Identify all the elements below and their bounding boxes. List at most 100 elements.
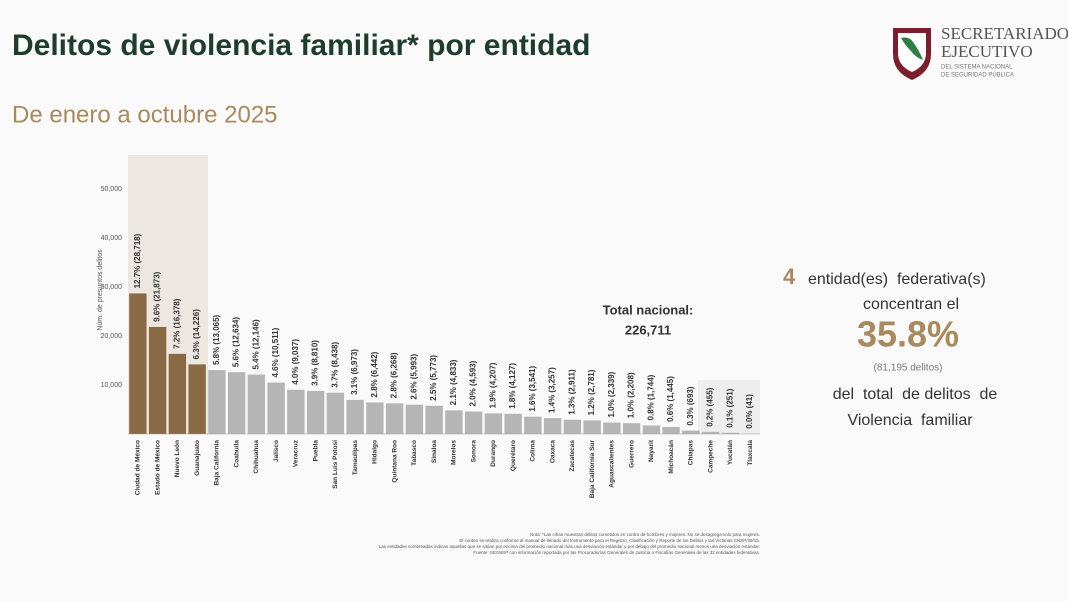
value-label: 3.1% (6,973): [350, 349, 359, 395]
value-label: 1.0% (2,339): [607, 371, 616, 417]
value-label: 12.7% (28,718): [133, 233, 142, 288]
bar: [464, 411, 483, 434]
value-label: 0.8% (1,744): [646, 374, 655, 420]
x-tick-label: Guanajuato: [194, 440, 201, 476]
x-tick-label: Colima: [530, 440, 537, 462]
x-tick-label: Hidalgo: [372, 440, 379, 464]
bar: [563, 419, 582, 434]
value-label: 0.0% (41): [745, 394, 754, 429]
callout-detail: (81,195 delitos): [874, 363, 943, 374]
bar: [366, 402, 384, 434]
note: Fuente: SESNSP con información reportada…: [473, 550, 760, 555]
note: El conteo se realiza conforme al manual …: [459, 538, 760, 543]
value-label: 2.8% (6,442): [370, 351, 379, 397]
bar: [504, 413, 522, 434]
x-tick-label: Estado de México: [154, 440, 161, 495]
x-tick-label: Yucatán: [727, 440, 734, 465]
title: Delitos de violencia familiar* por entid…: [12, 29, 590, 62]
bar: [129, 293, 147, 434]
y-tick-label: 20,000: [101, 333, 123, 340]
low-band: [698, 380, 760, 434]
bar: [642, 425, 661, 434]
value-label: 2.6% (5,993): [409, 354, 418, 400]
x-tick-label: Veracruz: [293, 439, 300, 467]
notes: Nota: *Las cifras muestran delitos comet…: [379, 532, 760, 555]
value-label: 0.6% (1,445): [666, 376, 675, 422]
bar: [346, 399, 364, 434]
value-label: 2.0% (4,593): [469, 360, 478, 406]
y-tick-label: 50,000: [101, 186, 123, 193]
callout-text: concentran el: [863, 296, 959, 313]
logo-text: DE SEGURIDAD PÚBLICA: [941, 72, 1014, 79]
x-tick-label: Campeche: [707, 440, 714, 473]
value-label: 1.4% (3,257): [548, 367, 557, 413]
bar: [267, 382, 285, 434]
value-label: 2.8% (6,268): [390, 352, 399, 398]
x-tick-label: Quintana Roo: [391, 440, 398, 483]
value-label: 4.0% (9,037): [291, 339, 300, 385]
x-tick-label: Guerrero: [628, 440, 635, 468]
x-tick-label: Puebla: [312, 440, 319, 462]
x-tick-label: Zacatecas: [569, 440, 576, 472]
value-label: 4.6% (10,511): [271, 327, 280, 377]
value-label: 6.3% (14,226): [192, 309, 201, 360]
x-tick-label: Chiapas: [688, 440, 695, 466]
logo: SECRETARIADO EJECUTIVO DEL SISTEMA NACIO…: [893, 24, 1068, 80]
x-tick-label: Durango: [490, 440, 497, 467]
bar: [405, 404, 424, 434]
total-value: 226,711: [625, 322, 671, 337]
bar: [701, 431, 720, 434]
x-tick-label: Sonora: [470, 440, 477, 463]
bar: [662, 426, 680, 434]
bar: [543, 418, 562, 434]
bar: [425, 405, 443, 434]
x-tick-label: Aguascalientes: [609, 440, 616, 488]
subtitle: De enero a octubre 2025: [12, 101, 278, 128]
bar: [385, 403, 404, 434]
value-label: 1.9% (4,207): [488, 362, 497, 408]
bar: [682, 430, 700, 434]
y-tick-label: 10,000: [101, 382, 123, 389]
x-tick-label: Baja California: [214, 440, 221, 486]
value-label: 1.0% (2,208): [627, 372, 636, 418]
callout-text: Violencia familiar: [847, 412, 973, 429]
x-tick-label: Coahuila: [233, 440, 240, 468]
x-tick-label: Nuevo León: [174, 440, 181, 477]
x-tick-label: Baja California Sur: [589, 440, 596, 499]
value-label: 2.5% (5,773): [429, 355, 438, 401]
value-label: 2.1% (4,833): [449, 359, 458, 405]
bar: [148, 326, 167, 434]
bar: [721, 432, 740, 434]
x-tick-label: Querétaro: [510, 440, 517, 471]
value-label: 0.2% (455): [706, 387, 715, 426]
value-label: 1.6% (3,541): [528, 366, 537, 412]
callout: 4 entidad(es) federativa(s) concentran e…: [783, 264, 997, 429]
bar: [306, 390, 325, 434]
value-label: 5.4% (12,146): [251, 319, 260, 370]
bar: [168, 353, 187, 434]
bar: [247, 374, 266, 434]
callout-text: del total de delitos de: [833, 386, 998, 403]
callout-share: 35.8%: [857, 314, 959, 355]
bar: [445, 410, 463, 434]
bar: [227, 372, 246, 434]
bar: [188, 364, 206, 434]
x-tick-label: Tabasco: [411, 440, 418, 466]
x-tick-label: Ciudad de México: [135, 440, 142, 495]
x-tick-label: San Luis Potosí: [332, 440, 339, 489]
y-tick-label: 30,000: [101, 284, 123, 291]
x-tick-label: Tlaxcala: [747, 440, 754, 466]
bar: [484, 413, 503, 434]
value-label: 3.7% (8,438): [330, 342, 339, 388]
logo-text: DEL SISTEMA NACIONAL: [941, 65, 1013, 71]
x-tick-label: Oaxaca: [549, 440, 556, 464]
value-label: 1.2% (2,781): [587, 369, 596, 415]
x-tick-label: Nayarit: [648, 439, 655, 462]
callout-count: 4: [783, 264, 796, 289]
value-label: 0.3% (693): [686, 386, 695, 425]
x-tick-label: Chihuahua: [253, 440, 260, 474]
bar: [524, 416, 542, 434]
total-label: Total nacional:: [603, 302, 694, 317]
